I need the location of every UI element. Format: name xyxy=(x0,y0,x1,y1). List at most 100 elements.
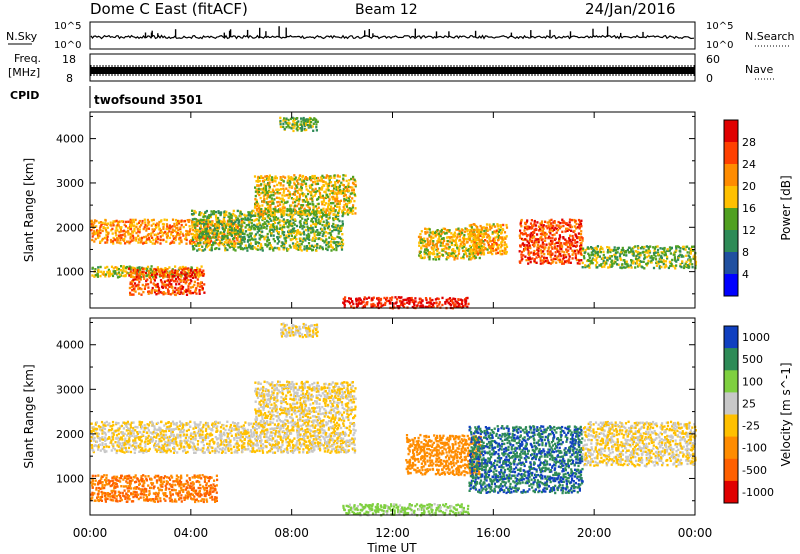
power-cell xyxy=(230,242,233,245)
power-cell xyxy=(347,197,350,200)
power-cell xyxy=(132,284,135,287)
power-cell xyxy=(429,231,432,234)
power-cell xyxy=(271,211,275,214)
velocity-cell xyxy=(134,437,137,440)
power-cell xyxy=(186,278,190,282)
power-cell xyxy=(441,244,445,247)
power-cell xyxy=(535,241,538,244)
power-cell xyxy=(310,179,313,182)
power-cell xyxy=(423,240,427,243)
power-cell xyxy=(345,179,348,183)
power-cell xyxy=(185,273,188,276)
power-cell xyxy=(300,117,303,120)
power-cell xyxy=(499,246,503,249)
power-cell xyxy=(300,128,304,131)
power-cell xyxy=(116,237,119,240)
power-cell xyxy=(264,188,268,192)
power-cell xyxy=(104,227,107,230)
power-cell xyxy=(529,222,533,225)
power-cell xyxy=(574,256,577,260)
power-cell xyxy=(334,225,337,229)
power-cell xyxy=(114,271,117,275)
power-cell xyxy=(444,301,447,304)
power-cell xyxy=(104,219,107,222)
velocity-cell xyxy=(194,437,197,440)
power-cell xyxy=(326,185,329,188)
power-cell xyxy=(448,229,451,232)
velocity-cell xyxy=(206,432,209,436)
power-cell xyxy=(350,177,353,181)
velocity-cell xyxy=(180,422,184,425)
power-cell xyxy=(301,240,304,243)
power-cell xyxy=(658,265,661,268)
velocity-cell xyxy=(149,421,152,424)
power-cell xyxy=(327,189,330,192)
power-cell xyxy=(468,244,472,248)
power-cell xyxy=(503,244,506,247)
power-cell xyxy=(677,245,681,249)
power-cell xyxy=(116,276,120,279)
power-cell xyxy=(190,268,193,271)
velocity-cell xyxy=(189,437,193,441)
power-cell xyxy=(303,127,306,131)
velocity-cell xyxy=(101,429,104,432)
power-cell xyxy=(565,259,568,263)
power-cell xyxy=(336,235,339,239)
power-cell xyxy=(608,246,611,249)
power-cell xyxy=(331,246,334,249)
power-cell xyxy=(120,236,123,239)
velocity-cell xyxy=(158,440,161,443)
velocity-cell xyxy=(172,433,175,437)
power-cell xyxy=(122,220,125,223)
power-cell xyxy=(173,241,176,244)
velocity-cell xyxy=(207,448,210,452)
power-cell xyxy=(232,209,235,213)
velocity-cell xyxy=(178,428,181,431)
power-cell xyxy=(281,194,284,197)
power-cell xyxy=(434,298,437,301)
power-cell xyxy=(554,237,557,240)
power-cell xyxy=(412,299,415,303)
velocity-cell xyxy=(124,446,127,450)
power-cell xyxy=(191,291,194,295)
power-cell xyxy=(294,242,297,246)
power-cell xyxy=(155,276,158,279)
power-cell xyxy=(389,297,392,300)
power-cell xyxy=(304,211,307,214)
power-cell xyxy=(533,221,536,224)
power-cell xyxy=(560,242,563,245)
power-cell xyxy=(258,227,261,230)
power-cell xyxy=(652,257,655,260)
power-cell xyxy=(196,278,199,281)
power-cell xyxy=(526,244,529,247)
power-cell xyxy=(280,200,284,203)
power-cell xyxy=(548,235,551,238)
power-cell xyxy=(267,220,270,224)
power-cell xyxy=(456,301,459,304)
power-cell xyxy=(329,231,332,235)
power-cell xyxy=(145,227,148,230)
power-cell xyxy=(151,236,154,239)
power-cell xyxy=(272,223,275,226)
power-cell xyxy=(124,242,127,245)
power-cell xyxy=(193,217,196,221)
power-cell xyxy=(241,238,244,241)
power-cell xyxy=(274,221,277,224)
power-cell xyxy=(184,267,187,270)
power-cell xyxy=(172,289,175,292)
power-cell xyxy=(268,241,271,245)
power-cell xyxy=(330,184,333,188)
power-cell xyxy=(476,233,479,236)
power-cell xyxy=(104,222,107,225)
power-cell xyxy=(497,247,500,250)
velocity-cell xyxy=(207,435,210,438)
velocity-cell xyxy=(123,441,126,445)
power-cell xyxy=(285,122,288,125)
power-cell xyxy=(257,190,261,194)
power-cell xyxy=(117,224,120,227)
power-cell xyxy=(249,242,253,245)
power-cell xyxy=(561,262,564,265)
power-cell xyxy=(221,223,224,227)
velocity-cell xyxy=(194,438,197,441)
power-cell xyxy=(298,195,301,199)
